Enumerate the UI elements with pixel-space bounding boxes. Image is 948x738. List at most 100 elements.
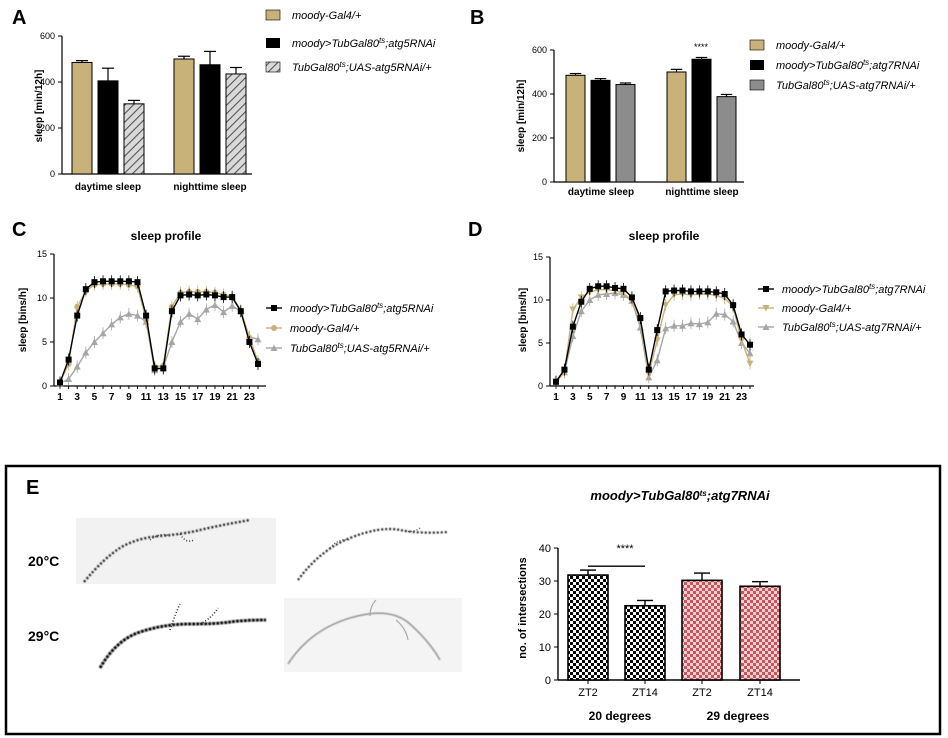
y-tick-label: 40 [539, 543, 551, 555]
marker-square [168, 308, 175, 315]
marker-square [82, 286, 89, 293]
panel-b-legend-1: moody-Gal4/+ [776, 40, 846, 52]
marker-square [211, 292, 218, 299]
marker-square [237, 308, 244, 315]
marker-square [603, 283, 610, 290]
panel-c-legend-1: moody>TubGal80ts;atg5RNAi [290, 301, 434, 315]
marker-square [100, 278, 107, 285]
marker-square [628, 294, 635, 301]
panel-d-legend-2: moody-Gal4/+ [782, 303, 852, 315]
panel-e-frame [4, 464, 942, 736]
marker-triangle [662, 324, 670, 332]
marker-triangle [712, 310, 720, 317]
marker-triangle [254, 335, 262, 343]
bar [565, 74, 586, 183]
x-tick-label: 1 [553, 392, 559, 403]
panel-e-significance: **** [616, 543, 634, 555]
marker-triangle-down [662, 302, 670, 309]
bar [615, 84, 636, 183]
panel-a-bar-chart: sleep [min/12h] daytime sleep nighttime … [34, 9, 436, 193]
image-row-label-29c: 29°C [28, 628, 59, 644]
bar [624, 604, 666, 681]
y-tick-label: 0 [542, 177, 547, 187]
marker-triangle [721, 311, 729, 318]
marker-circle [74, 303, 81, 310]
x-tick-label: ZT14 [747, 687, 773, 699]
marker-square [160, 365, 167, 372]
marker-square [151, 365, 158, 372]
y-tick-label: 400 [532, 89, 547, 99]
x-tick-label: ZT2 [692, 687, 712, 699]
marker-square [143, 312, 150, 319]
x-tick-label: 11 [141, 392, 152, 403]
marker-triangle [577, 307, 585, 315]
marker-triangle [220, 308, 228, 316]
marker-square [91, 279, 98, 286]
marker-square [569, 323, 576, 330]
x-tick-label: 23 [736, 392, 748, 403]
marker-triangle [133, 312, 141, 319]
y-tick-label: 600 [532, 45, 547, 55]
x-tick-label: 5 [92, 392, 98, 403]
panel-d-legend-1: moody>TubGal80ts;atg7RNAi [782, 282, 926, 296]
marker-square [203, 291, 210, 298]
x-tick-label: ZT2 [578, 687, 598, 699]
bar [590, 79, 611, 183]
marker-square [271, 305, 277, 311]
panel-a-legend-2: moody>TubGal80ts;atg5RNAi [292, 36, 436, 50]
marker-square [704, 288, 711, 295]
marker-square [117, 278, 124, 285]
marker-square [229, 294, 236, 301]
series-line [555, 292, 751, 384]
panel-c-title: sleep profile [131, 229, 202, 243]
panel-a-legend-swatch-1 [265, 9, 281, 21]
marker-triangle [90, 338, 98, 345]
y-tick-label: 600 [40, 31, 55, 41]
marker-triangle [168, 338, 176, 345]
y-tick-label: 200 [40, 123, 55, 133]
y-tick-label: 10 [539, 642, 551, 654]
x-tick-label: 21 [227, 392, 239, 403]
panel-c-line-chart: sleep profile sleep [bins/h] moody>TubGa… [18, 229, 434, 403]
marker-triangle [73, 363, 81, 370]
panel-label-b: B [470, 7, 484, 29]
marker-triangle [202, 305, 210, 313]
panel-a-legend-3: TubGal80ts;UAS-atg5RNAi/+ [292, 60, 432, 74]
x-tick-label: 7 [109, 392, 115, 403]
panel-a-legend-1: moody-Gal4/+ [292, 10, 362, 22]
bar [681, 579, 723, 681]
x-tick-label: 17 [685, 392, 697, 403]
x-tick-label: 15 [175, 392, 187, 403]
y-tick-label: 5 [42, 337, 47, 347]
panel-b-significance: **** [694, 42, 709, 52]
x-tick-label: 19 [702, 392, 714, 403]
x-tick-label: 9 [621, 392, 627, 403]
y-tick-label: 0 [42, 381, 47, 391]
marker-triangle [746, 349, 754, 357]
marker-triangle [125, 310, 133, 317]
marker-triangle [65, 375, 73, 382]
marker-triangle [185, 310, 193, 317]
marker-square [255, 361, 261, 367]
x-tick-label: 9 [126, 392, 132, 403]
marker-triangle [108, 320, 116, 328]
marker-square [620, 285, 627, 292]
marker-square [65, 356, 72, 363]
panel-e-title: moody>TubGal80ts;atg7RNAi [590, 488, 770, 503]
marker-triangle-down [762, 305, 770, 312]
y-tick-label: 5 [538, 338, 543, 348]
marker-triangle [270, 344, 278, 351]
bar [567, 574, 609, 681]
marker-square [747, 341, 753, 348]
marker-triangle [762, 323, 770, 330]
marker-triangle [116, 313, 124, 321]
x-tick-label: 15 [669, 392, 681, 403]
panel-b-legend-swatch-1 [749, 39, 765, 51]
marker-square [763, 286, 769, 292]
panel-c-legend-3: TubGal80ts;UAS-atg5RNAi/+ [290, 341, 430, 355]
panel-a-xlabel-night: nighttime sleep [173, 182, 246, 193]
marker-square [134, 279, 141, 286]
y-tick-label: 0 [538, 381, 543, 391]
y-tick-label: 15 [533, 252, 543, 262]
x-tick-label: 13 [158, 392, 170, 403]
